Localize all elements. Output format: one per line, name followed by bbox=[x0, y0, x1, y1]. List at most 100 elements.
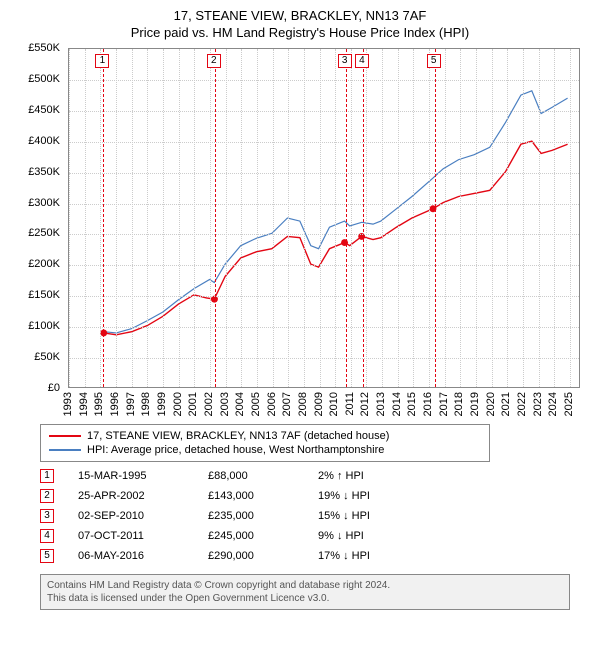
event-price: £143,000 bbox=[208, 490, 318, 502]
x-tick-label: 2003 bbox=[219, 392, 231, 416]
gridline-v bbox=[539, 49, 540, 387]
gridline-h bbox=[69, 296, 579, 297]
event-num-box: 2 bbox=[40, 489, 54, 503]
x-tick-label: 2018 bbox=[453, 392, 465, 416]
gridline-v bbox=[366, 49, 367, 387]
y-tick-label: £300K bbox=[28, 197, 60, 209]
y-tick-label: £100K bbox=[28, 320, 60, 332]
x-axis-labels: 1993199419951996199719981999200020012002… bbox=[68, 390, 580, 418]
x-tick-label: 2020 bbox=[485, 392, 497, 416]
gridline-v bbox=[382, 49, 383, 387]
event-marker-box: 3 bbox=[338, 54, 352, 68]
plot-area bbox=[68, 48, 580, 388]
y-axis-labels: £0£50K£100K£150K£200K£250K£300K£350K£400… bbox=[20, 48, 64, 388]
event-num-box: 5 bbox=[40, 549, 54, 563]
gridline-v bbox=[398, 49, 399, 387]
gridline-v bbox=[320, 49, 321, 387]
gridline-v bbox=[304, 49, 305, 387]
gridline-v bbox=[476, 49, 477, 387]
x-tick-label: 2002 bbox=[203, 392, 215, 416]
event-num-box: 1 bbox=[40, 469, 54, 483]
x-tick-label: 2025 bbox=[563, 392, 575, 416]
gridline-v bbox=[241, 49, 242, 387]
gridline-v bbox=[179, 49, 180, 387]
gridline-v bbox=[570, 49, 571, 387]
x-tick-label: 1994 bbox=[78, 392, 90, 416]
event-marker-box: 4 bbox=[355, 54, 369, 68]
x-tick-label: 2015 bbox=[406, 392, 418, 416]
chart-lines bbox=[69, 49, 579, 387]
y-tick-label: £200K bbox=[28, 258, 60, 270]
gridline-v bbox=[226, 49, 227, 387]
event-marker-box: 2 bbox=[207, 54, 221, 68]
gridline-h bbox=[69, 173, 579, 174]
gridline-v bbox=[507, 49, 508, 387]
x-tick-label: 2021 bbox=[500, 392, 512, 416]
chart-container: 17, STEANE VIEW, BRACKLEY, NN13 7AF Pric… bbox=[0, 0, 600, 618]
x-tick-label: 2008 bbox=[297, 392, 309, 416]
y-tick-label: £250K bbox=[28, 227, 60, 239]
event-price: £245,000 bbox=[208, 530, 318, 542]
y-tick-label: £450K bbox=[28, 104, 60, 116]
y-tick-label: £550K bbox=[28, 42, 60, 54]
event-hpi: 2% ↑ HPI bbox=[318, 470, 428, 482]
event-price: £290,000 bbox=[208, 550, 318, 562]
gridline-h bbox=[69, 204, 579, 205]
x-tick-label: 2010 bbox=[328, 392, 340, 416]
x-tick-label: 2023 bbox=[532, 392, 544, 416]
event-line bbox=[103, 49, 104, 387]
x-tick-label: 2024 bbox=[547, 392, 559, 416]
event-line bbox=[215, 49, 216, 387]
event-marker-box: 5 bbox=[427, 54, 441, 68]
y-tick-label: £50K bbox=[34, 351, 60, 363]
event-hpi: 17% ↓ HPI bbox=[318, 550, 428, 562]
chart-area: £0£50K£100K£150K£200K£250K£300K£350K£400… bbox=[20, 48, 580, 418]
x-tick-label: 1995 bbox=[93, 392, 105, 416]
gridline-v bbox=[460, 49, 461, 387]
x-tick-label: 2013 bbox=[375, 392, 387, 416]
gridline-v bbox=[335, 49, 336, 387]
gridline-v bbox=[194, 49, 195, 387]
gridline-v bbox=[523, 49, 524, 387]
gridline-v bbox=[288, 49, 289, 387]
y-tick-label: £0 bbox=[48, 382, 60, 394]
legend-swatch-blue bbox=[49, 449, 81, 451]
x-tick-label: 2012 bbox=[359, 392, 371, 416]
event-row: 302-SEP-2010£235,00015% ↓ HPI bbox=[40, 506, 590, 526]
x-tick-label: 1999 bbox=[156, 392, 168, 416]
legend-swatch-red bbox=[49, 435, 81, 437]
event-row: 2 25-APR-2002£143,00019% ↓ HPI bbox=[40, 486, 590, 506]
x-tick-label: 2009 bbox=[313, 392, 325, 416]
y-tick-label: £150K bbox=[28, 289, 60, 301]
gridline-h bbox=[69, 111, 579, 112]
sale-point bbox=[341, 239, 348, 246]
x-tick-label: 1993 bbox=[62, 392, 74, 416]
event-date: 25-APR-2002 bbox=[78, 490, 208, 502]
event-line bbox=[346, 49, 347, 387]
gridline-v bbox=[132, 49, 133, 387]
x-tick-label: 2014 bbox=[391, 392, 403, 416]
gridline-v bbox=[445, 49, 446, 387]
x-tick-label: 2016 bbox=[422, 392, 434, 416]
gridline-v bbox=[429, 49, 430, 387]
x-tick-label: 2001 bbox=[187, 392, 199, 416]
gridline-h bbox=[69, 265, 579, 266]
x-tick-label: 1998 bbox=[140, 392, 152, 416]
gridline-h bbox=[69, 80, 579, 81]
gridline-v bbox=[413, 49, 414, 387]
gridline-v bbox=[100, 49, 101, 387]
event-num-box: 4 bbox=[40, 529, 54, 543]
event-line bbox=[363, 49, 364, 387]
event-hpi: 19% ↓ HPI bbox=[318, 490, 428, 502]
event-hpi: 9% ↓ HPI bbox=[318, 530, 428, 542]
x-tick-label: 2006 bbox=[266, 392, 278, 416]
gridline-v bbox=[116, 49, 117, 387]
title-line1: 17, STEANE VIEW, BRACKLEY, NN13 7AF bbox=[10, 8, 590, 23]
legend-row-red: 17, STEANE VIEW, BRACKLEY, NN13 7AF (det… bbox=[49, 429, 481, 443]
title-line2: Price paid vs. HM Land Registry's House … bbox=[10, 25, 590, 40]
gridline-v bbox=[257, 49, 258, 387]
event-hpi: 15% ↓ HPI bbox=[318, 510, 428, 522]
footer: Contains HM Land Registry data © Crown c… bbox=[40, 574, 570, 610]
footer-line2: This data is licensed under the Open Gov… bbox=[47, 592, 563, 605]
gridline-v bbox=[85, 49, 86, 387]
